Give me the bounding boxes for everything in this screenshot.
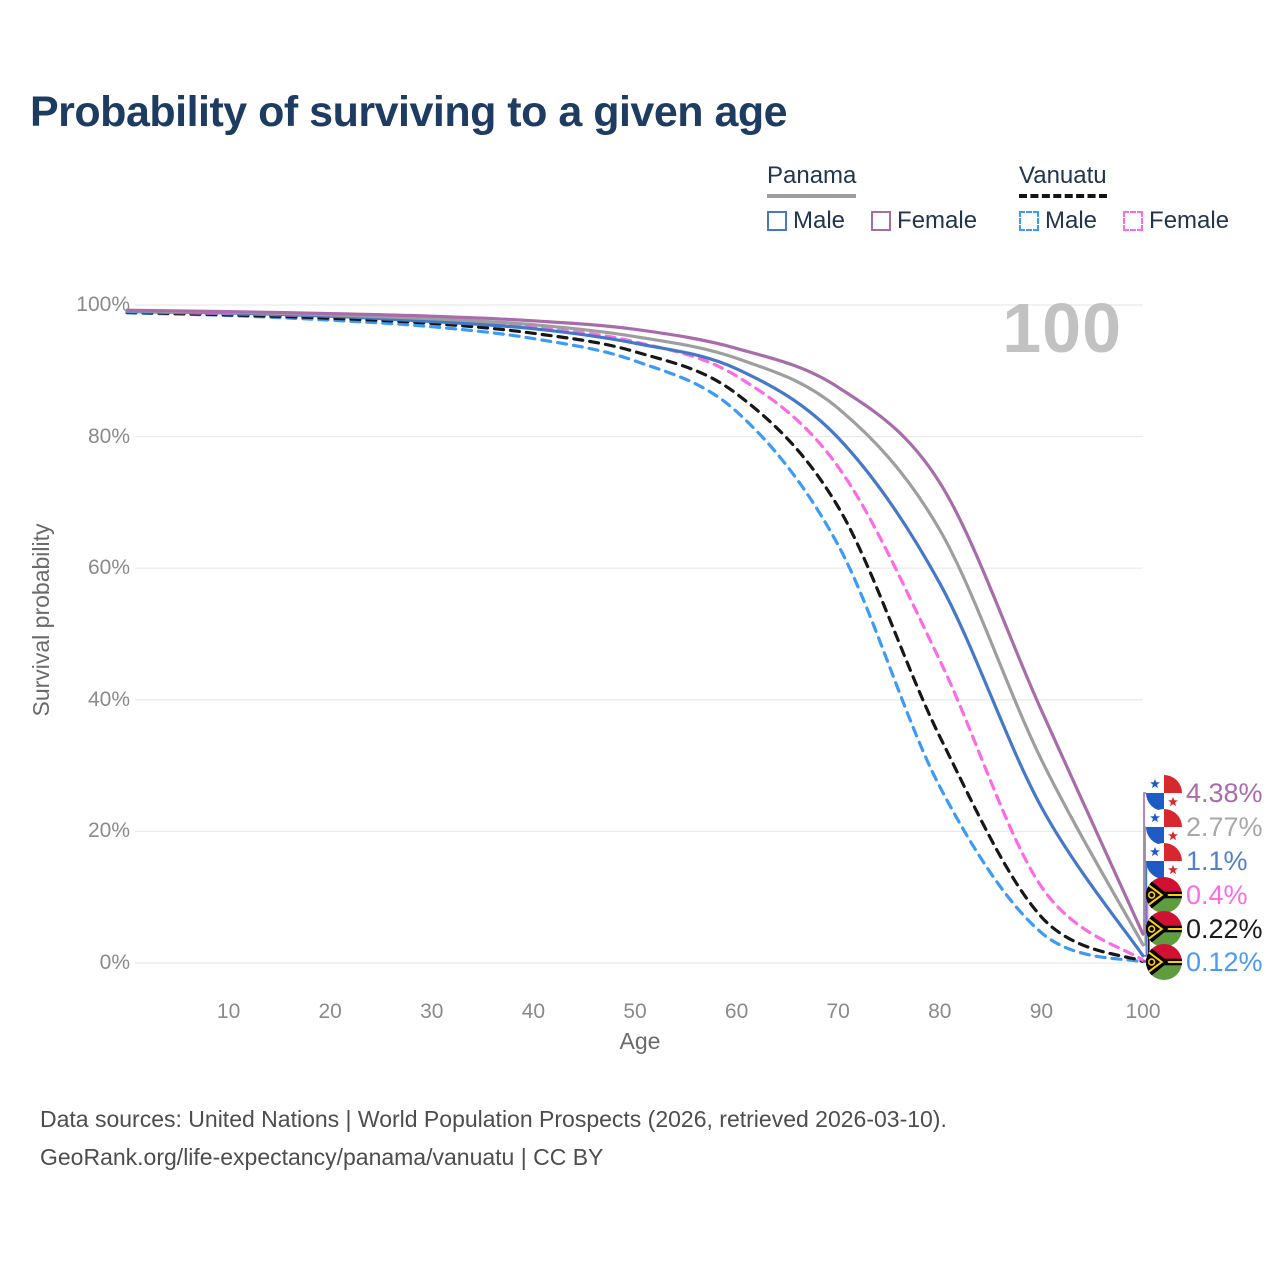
x-tick-label: 90 (1029, 1000, 1054, 1023)
panama-male-swatch-icon (767, 211, 787, 231)
legend-item-panama-male[interactable]: Male (767, 207, 845, 235)
legend-group-vanuatu: Vanuatu Male Female (1019, 162, 1229, 235)
x-axis-title: Age (619, 1028, 661, 1054)
x-tick-label: 100 (1125, 1000, 1161, 1023)
panama-flag-icon (1146, 843, 1182, 879)
y-tick-label: 20% (87, 819, 130, 843)
y-axis-title: Survival probability (28, 523, 54, 717)
x-tick-label: 20 (318, 1000, 342, 1023)
end-label-row-vanuatu-male: 0.12% (1146, 944, 1263, 980)
footer-line-sources: Data sources: United Nations | World Pop… (40, 1106, 947, 1132)
legend-country-vanuatu[interactable]: Vanuatu (1019, 162, 1107, 198)
legend-item-panama-female[interactable]: Female (871, 207, 977, 235)
end-label-row-panama-female: 4.38% (1146, 775, 1263, 811)
y-tick-label: 100% (76, 293, 130, 316)
page-title: Probability of surviving to a given age (30, 88, 788, 136)
vanuatu-female-swatch-icon (1123, 211, 1144, 231)
end-value-label: 0.12% (1186, 946, 1263, 977)
panama-flag-icon (1146, 775, 1182, 811)
x-tick-label: 80 (928, 1000, 952, 1023)
footer: Data sources: United Nations | World Pop… (40, 1100, 947, 1176)
y-tick-label: 80% (87, 424, 130, 448)
end-value-label: 2.77% (1186, 811, 1263, 842)
x-tick-label: 60 (724, 1000, 749, 1023)
x-tick-label: 40 (521, 1000, 546, 1023)
legend-item-vanuatu-male[interactable]: Male (1019, 207, 1097, 235)
vanuatu-flag-icon (1146, 877, 1182, 913)
end-value-label: 1.1% (1186, 845, 1248, 876)
y-tick-label: 0% (99, 951, 130, 974)
end-value-label: 0.4% (1186, 879, 1248, 910)
curve-panama (125, 309, 1145, 947)
legend-group-panama: Panama Male Female (767, 162, 977, 235)
x-tick-label: 50 (623, 1000, 647, 1023)
x-tick-label: 10 (216, 1000, 241, 1023)
curve-vanuatu-male (125, 311, 1145, 964)
end-value-label: 0.22% (1186, 913, 1263, 944)
vanuatu-flag-icon (1146, 911, 1182, 947)
curve-vanuatu-female (125, 309, 1145, 962)
legend-label: Female (1149, 207, 1230, 234)
curve-panama-male (125, 309, 1145, 958)
vanuatu-flag-icon (1146, 944, 1182, 980)
legend-label: Female (897, 207, 978, 234)
end-label-row-vanuatu-female: 0.4% (1146, 877, 1248, 913)
panama-female-swatch-icon (871, 211, 892, 231)
vanuatu-male-swatch-icon (1019, 211, 1039, 231)
curve-panama-female (125, 308, 1145, 936)
end-label-row-vanuatu: 0.22% (1146, 911, 1263, 947)
legend-label: Male (793, 207, 846, 234)
y-tick-label: 60% (87, 556, 130, 580)
x-tick-label: 70 (826, 1000, 850, 1023)
end-value-label: 4.38% (1186, 777, 1263, 808)
age-watermark: 100 (1002, 289, 1122, 367)
end-label-row-panama-male: 1.1% (1146, 843, 1248, 879)
y-tick-label: 40% (87, 687, 130, 711)
legend-label: Male (1045, 207, 1098, 234)
legend-country-panama[interactable]: Panama (767, 162, 857, 198)
footer-line-link[interactable]: GeoRank.org/life-expectancy/panama/vanua… (40, 1144, 604, 1170)
legend-item-vanuatu-female[interactable]: Female (1123, 207, 1229, 235)
curve-vanuatu (125, 310, 1145, 964)
end-label-row-panama: 2.77% (1146, 809, 1263, 845)
panama-flag-icon (1146, 809, 1182, 845)
x-tick-label: 30 (420, 1000, 444, 1023)
